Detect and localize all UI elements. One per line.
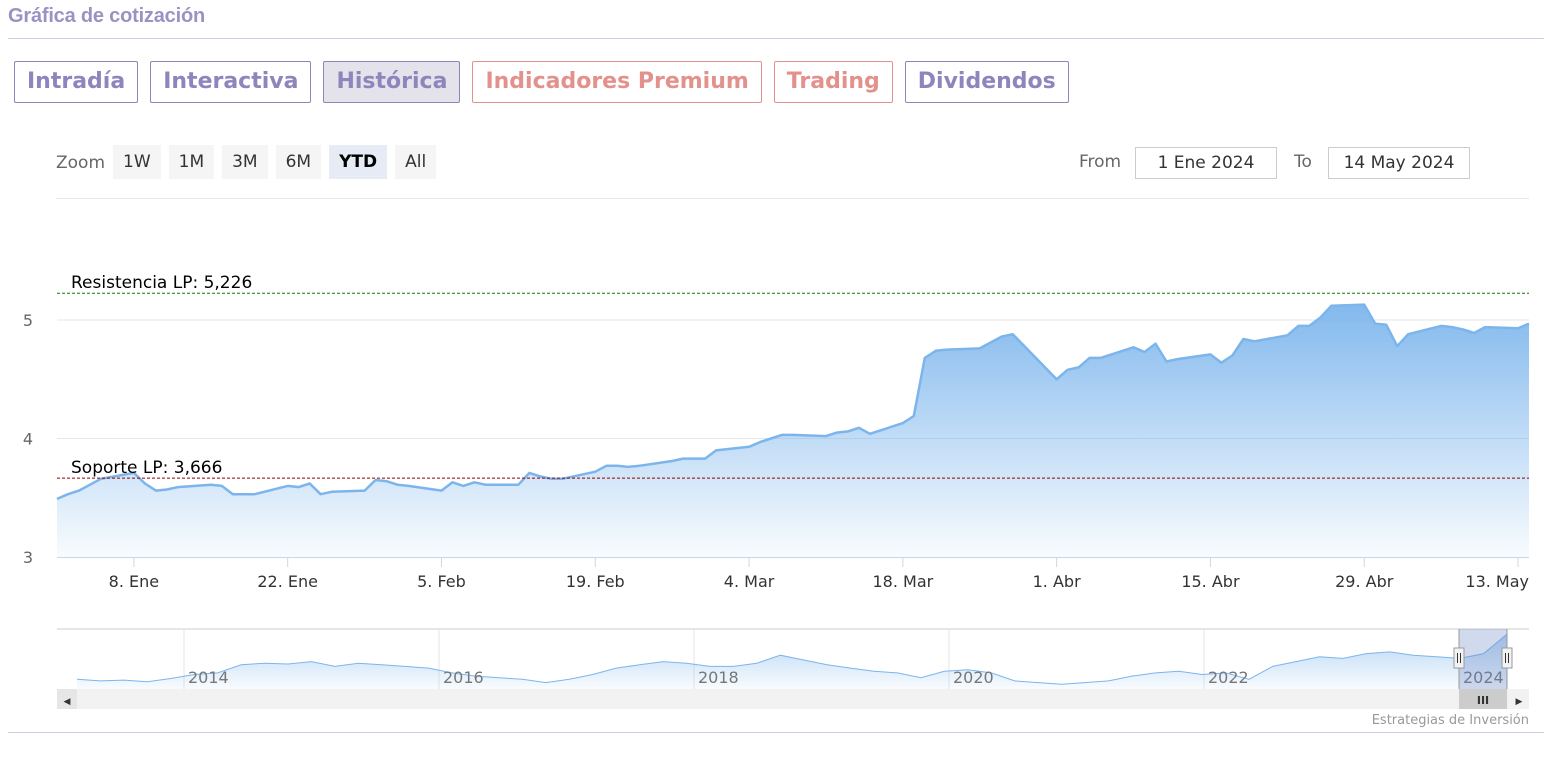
from-date-input[interactable]: 1 Ene 2024 [1135,147,1277,179]
x-tick-label: 15. Abr [1181,572,1240,591]
zoom-1w-button[interactable]: 1W [113,145,161,179]
zoom-ytd-button[interactable]: YTD [329,145,388,179]
zoom-3m-button[interactable]: 3M [222,145,268,179]
tab-indicadores-premium[interactable]: Indicadores Premium [472,61,762,103]
navigator-year-label: 2014 [188,668,229,687]
chart-credits[interactable]: Estrategias de Inversión [1372,713,1529,728]
navigator-year-label: 2018 [698,668,739,687]
scroll-left-arrow-icon: ◀ [64,697,71,707]
range-divider [56,198,1529,199]
series-line[interactable] [56,303,1530,501]
x-tick-label: 5. Feb [417,572,466,591]
navigator-line [76,633,1508,685]
tab-trading[interactable]: Trading [773,61,893,103]
x-tick-label: 19. Feb [566,572,625,591]
y-tick-label: 4 [23,430,33,449]
tab-interactiva[interactable]: Interactiva [150,61,312,103]
zoom-label: Zoom [56,153,106,173]
resistance-line-label: Resistencia LP: 5,226 [71,273,252,293]
to-date-input[interactable]: 14 May 2024 [1328,147,1470,179]
x-tick-label: 18. Mar [872,572,933,591]
tab-historica[interactable]: Histórica [323,61,461,103]
navigator-year-label: 2024 [1463,668,1504,687]
tab-intradia[interactable]: Intradía [14,61,139,103]
navigator-selection[interactable] [1459,629,1507,689]
zoom-all-button[interactable]: All [395,145,437,179]
scrollbar-grip-icon: III [1477,694,1489,707]
x-tick-label: 29. Abr [1335,572,1394,591]
zoom-6m-button[interactable]: 6M [275,145,322,179]
support-line-label: Soporte LP: 3,666 [71,458,222,478]
bottom-divider [8,732,1544,733]
navigator-year-label: 2020 [953,668,994,687]
x-tick-label: 4. Mar [724,572,775,591]
x-tick-label: 1. Abr [1033,572,1081,591]
scrollbar-track[interactable] [57,689,1529,709]
zoom-1m-button[interactable]: 1M [168,145,215,179]
title-divider [8,38,1544,39]
zoom-buttons: 1W 1M 3M 6M YTD All [113,145,444,179]
scroll-left-button[interactable] [57,689,77,709]
page-title: Gráfica de cotización [8,5,205,27]
chart-tabs: Intradía Interactiva Histórica Indicador… [14,61,1081,103]
from-label: From [1079,152,1122,172]
series-area [57,304,1529,557]
tab-dividendos[interactable]: Dividendos [904,61,1069,103]
scroll-right-arrow-icon: ▶ [1516,697,1523,707]
navigator-area [77,634,1507,689]
navigator-year-label: 2022 [1208,668,1249,687]
y-tick-label: 5 [23,311,33,330]
to-label: To [1294,152,1312,172]
x-tick-label: 22. Ene [257,572,318,591]
scroll-right-button[interactable] [1509,689,1529,709]
navigator-right-handle[interactable] [1501,647,1513,669]
x-tick-label: 8. Ene [109,572,159,591]
navigator-year-label: 2016 [443,668,484,687]
navigator-left-handle[interactable] [1453,647,1465,669]
scrollbar-thumb[interactable] [1459,689,1507,709]
y-tick-label: 3 [23,548,33,567]
x-tick-label: 13. May [1465,572,1529,591]
